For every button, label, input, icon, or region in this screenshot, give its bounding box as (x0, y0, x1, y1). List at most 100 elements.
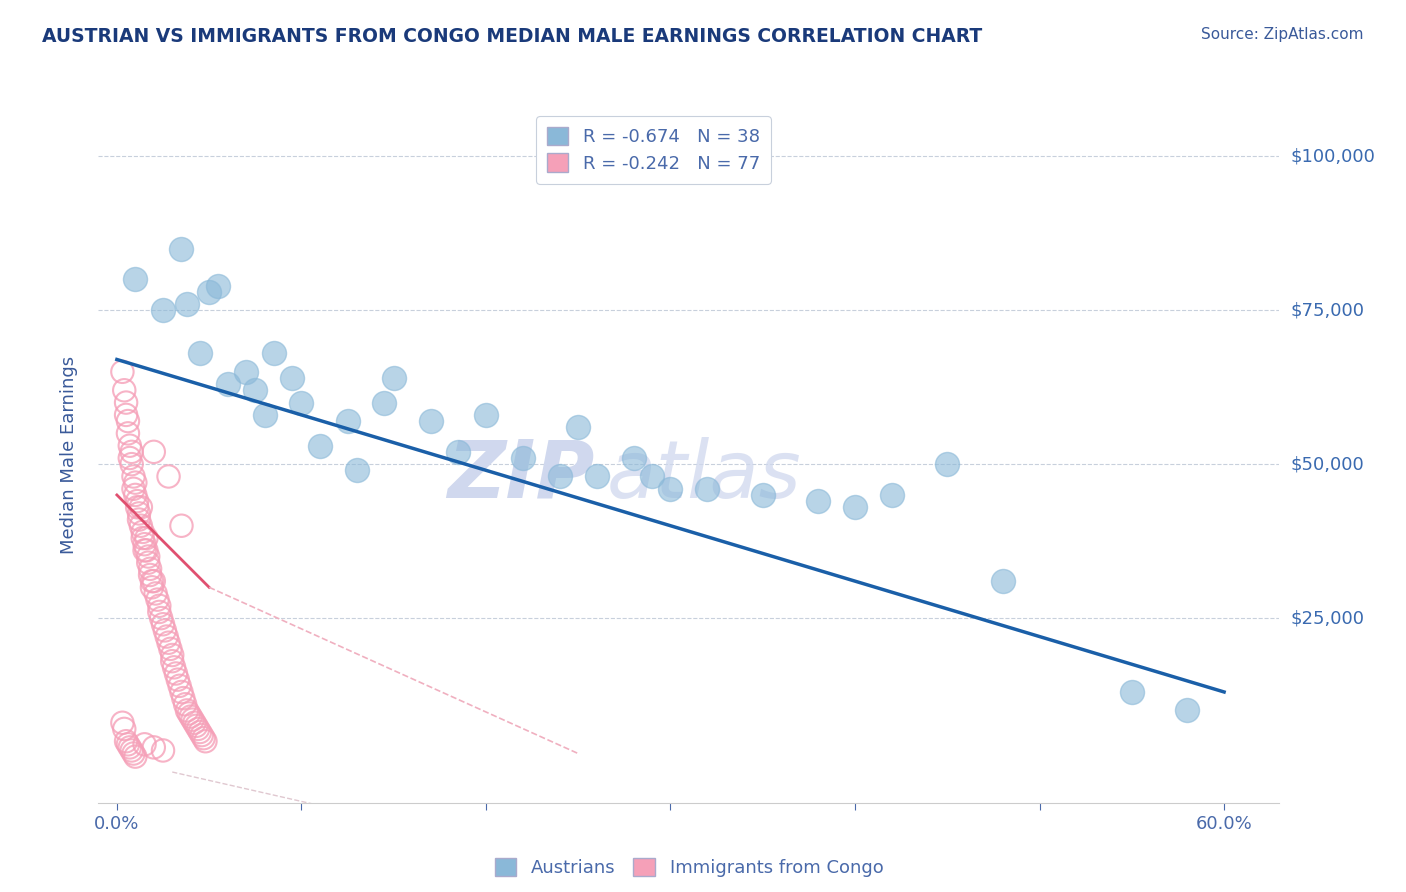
Point (419, 414, 441, 428)
Point (623, 450, 645, 465)
Point (134, 537, 156, 551)
Point (253, 408, 276, 422)
Point (880, 488, 903, 502)
Y-axis label: Median Male Earnings: Median Male Earnings (59, 356, 77, 554)
Point (844, 500, 866, 515)
Text: $100,000: $100,000 (1291, 147, 1375, 165)
Point (217, 377, 239, 392)
Point (177, 706, 200, 721)
Point (991, 574, 1014, 589)
Point (124, 272, 146, 286)
Text: $50,000: $50,000 (1291, 455, 1364, 473)
Point (165, 666, 187, 681)
Point (118, 450, 141, 465)
Point (127, 500, 149, 515)
Text: $25,000: $25,000 (1291, 609, 1365, 627)
Point (245, 384, 267, 398)
Point (153, 624, 176, 638)
Text: Source: ZipAtlas.com: Source: ZipAtlas.com (1201, 27, 1364, 42)
Point (122, 747, 145, 761)
Point (124, 749, 146, 764)
Point (235, 365, 257, 379)
Point (373, 395, 395, 409)
Point (170, 685, 193, 699)
Point (162, 648, 183, 662)
Point (290, 395, 312, 409)
Point (139, 562, 162, 576)
Point (346, 463, 368, 477)
Legend: Austrians, Immigrants from Congo: Austrians, Immigrants from Congo (488, 850, 890, 884)
Point (148, 605, 170, 619)
Point (157, 469, 180, 483)
Point (142, 740, 165, 755)
Point (128, 512, 150, 526)
Point (122, 469, 145, 483)
Point (193, 731, 215, 746)
Point (139, 568, 162, 582)
Point (117, 737, 139, 751)
Point (751, 488, 773, 502)
Point (136, 549, 159, 564)
Point (121, 743, 143, 757)
Point (135, 531, 157, 545)
Point (181, 713, 204, 727)
Point (567, 420, 589, 434)
Point (136, 556, 159, 570)
Point (115, 734, 138, 748)
Point (447, 445, 470, 459)
Point (512, 450, 534, 465)
Point (548, 469, 571, 483)
Point (146, 592, 169, 607)
Point (170, 242, 193, 256)
Point (152, 743, 174, 757)
Point (135, 543, 157, 558)
Point (111, 715, 134, 730)
Point (142, 574, 165, 589)
Point (166, 673, 188, 687)
Point (129, 500, 152, 515)
Point (696, 482, 718, 496)
Point (122, 482, 145, 496)
Point (128, 507, 150, 521)
Point (117, 414, 139, 428)
Point (148, 599, 170, 613)
Point (156, 630, 179, 644)
Point (198, 285, 221, 299)
Point (176, 703, 198, 717)
Point (115, 395, 138, 409)
Point (170, 518, 193, 533)
Point (141, 574, 163, 589)
Point (157, 636, 180, 650)
Point (152, 617, 174, 632)
Point (807, 494, 830, 508)
Point (134, 737, 156, 751)
Text: $75,000: $75,000 (1291, 301, 1365, 319)
Point (124, 475, 146, 490)
Point (115, 408, 138, 422)
Point (207, 278, 229, 293)
Point (112, 722, 135, 736)
Point (936, 457, 959, 471)
Point (121, 445, 143, 459)
Point (159, 641, 181, 656)
Point (142, 445, 165, 459)
Point (180, 709, 202, 723)
Point (176, 297, 198, 311)
Text: AUSTRIAN VS IMMIGRANTS FROM CONGO MEDIAN MALE EARNINGS CORRELATION CHART: AUSTRIAN VS IMMIGRANTS FROM CONGO MEDIAN… (42, 27, 983, 45)
Point (336, 414, 359, 428)
Point (188, 346, 211, 360)
Point (132, 524, 155, 539)
Text: ZIP: ZIP (447, 437, 595, 515)
Point (191, 728, 214, 742)
Point (1121, 685, 1143, 699)
Point (169, 679, 191, 693)
Point (134, 543, 156, 558)
Point (382, 371, 405, 385)
Point (187, 722, 209, 736)
Point (641, 469, 664, 483)
Point (118, 439, 141, 453)
Point (121, 457, 143, 471)
Point (1175, 703, 1198, 717)
Point (174, 698, 197, 712)
Point (183, 715, 205, 730)
